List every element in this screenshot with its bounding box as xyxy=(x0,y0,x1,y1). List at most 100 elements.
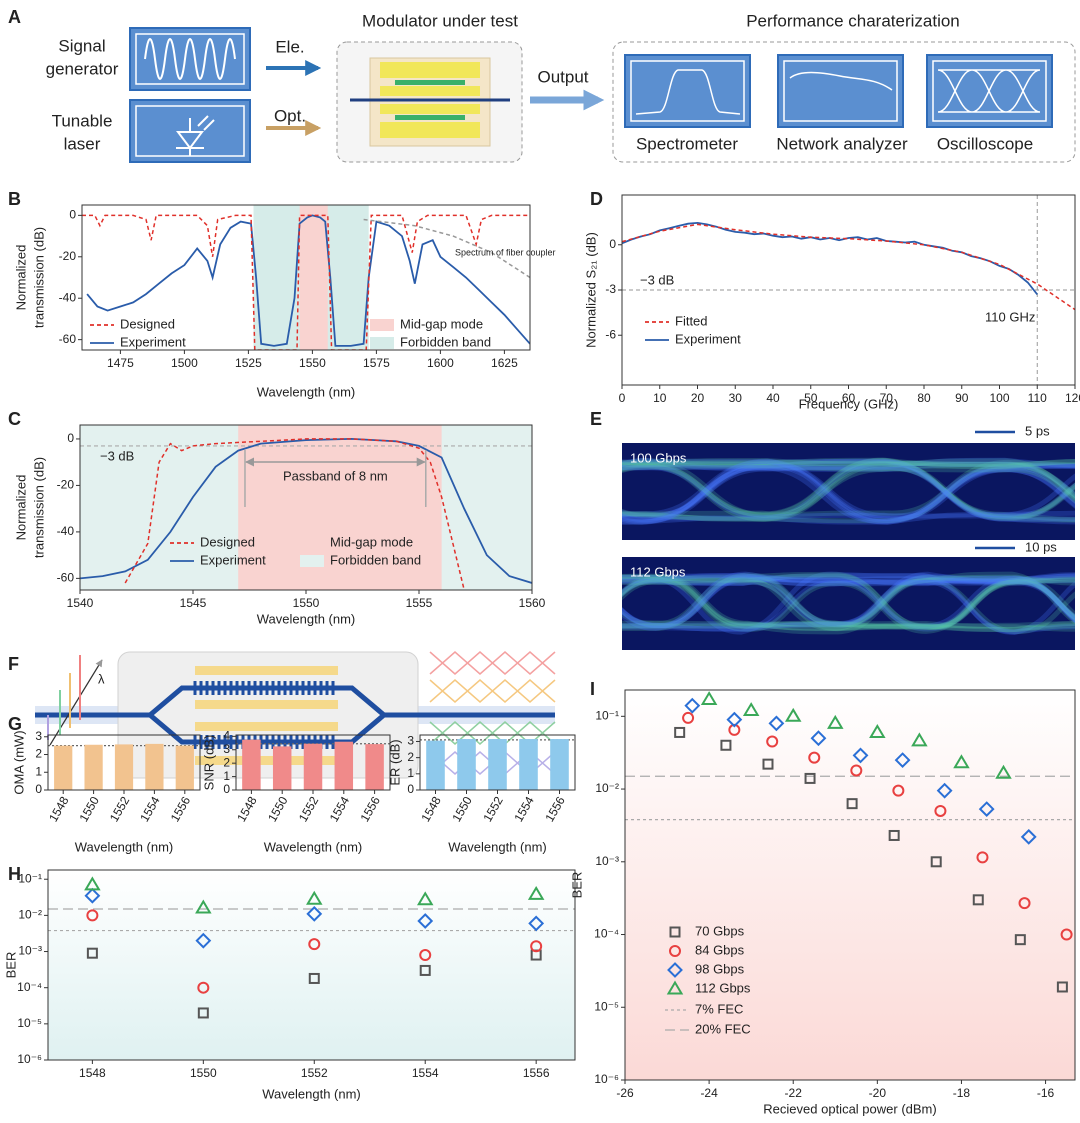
y-tick-label: 0 xyxy=(69,208,76,222)
panel-label: A xyxy=(8,7,21,27)
x-tick-label: 1556 xyxy=(542,794,568,824)
y-tick-label: 10⁻² xyxy=(595,781,619,795)
y-tick-label: 0 xyxy=(35,782,42,796)
x-tick-label: 80 xyxy=(917,391,931,405)
x-tick-label: 40 xyxy=(766,391,780,405)
x-tick-label: 1600 xyxy=(427,356,454,370)
y-tick-label: 10⁻⁵ xyxy=(594,999,619,1013)
y-tick-label: 10⁻¹ xyxy=(18,871,42,885)
bar xyxy=(457,739,476,790)
block-label: generator xyxy=(46,59,119,78)
bar xyxy=(54,745,73,790)
marker xyxy=(197,981,210,994)
x-axis-label: Wavelength (nm) xyxy=(264,839,363,854)
panel-label: C xyxy=(8,409,21,429)
laser-icon xyxy=(176,115,215,156)
eye-trace xyxy=(622,571,1075,631)
marker xyxy=(827,714,844,729)
x-tick-label: 1575 xyxy=(363,356,390,370)
marker xyxy=(684,697,701,714)
marker xyxy=(674,726,686,738)
marker xyxy=(804,772,816,784)
eye-trace xyxy=(622,458,1075,525)
marker xyxy=(972,894,984,906)
y-axis-label: SNR (dB) xyxy=(201,735,216,791)
eye-trace xyxy=(622,575,1075,632)
bar xyxy=(426,740,445,790)
x-tick-label: 1560 xyxy=(519,596,546,610)
box-inner xyxy=(630,60,745,122)
panel-label: I xyxy=(590,679,595,699)
legend-label: Designed xyxy=(120,316,175,331)
x-tick-label: -24 xyxy=(700,1086,718,1100)
y-tick-label: 1 xyxy=(223,769,230,783)
series-label: Spectrum of fiber coupler xyxy=(455,247,556,257)
x-tick-label: 1550 xyxy=(449,794,475,824)
marker xyxy=(419,964,431,976)
eye-trace xyxy=(622,571,1075,632)
line-series xyxy=(82,214,530,350)
bar xyxy=(303,743,323,790)
electrode xyxy=(195,700,338,709)
panel-label: B xyxy=(8,189,21,209)
y-axis-label: Normalized xyxy=(13,245,28,311)
marker xyxy=(934,804,947,817)
legend-label: Forbidden band xyxy=(400,334,491,349)
eye-rate-label: 100 Gbps xyxy=(630,450,687,465)
eye-trace xyxy=(622,462,1075,524)
y-tick-label: 10⁻⁵ xyxy=(17,1016,42,1030)
y-axis-label: BER xyxy=(3,952,18,979)
legend-label: 70 Gbps xyxy=(695,923,745,938)
eye-trace xyxy=(622,460,1075,499)
y-tick-label: -60 xyxy=(57,571,75,585)
band xyxy=(238,425,442,590)
legend-swatch xyxy=(370,319,394,331)
legend-label: Mid-gap mode xyxy=(400,316,483,331)
y-tick-label: 1 xyxy=(407,766,414,780)
eye-background xyxy=(622,557,1075,650)
marker xyxy=(667,962,683,978)
x-tick-label: 1540 xyxy=(67,596,94,610)
x-tick-label: -26 xyxy=(616,1086,634,1100)
marker xyxy=(869,723,886,738)
spectral-arrows xyxy=(47,655,81,740)
eye-trace xyxy=(622,573,1075,635)
eye-trace xyxy=(622,464,1075,525)
x-tick-label: 1550 xyxy=(293,596,320,610)
eye-trace xyxy=(622,572,1075,626)
bar xyxy=(175,745,194,790)
y-tick-label: 0 xyxy=(609,237,616,251)
marker xyxy=(936,782,953,799)
block-label: Signal xyxy=(58,36,105,55)
x-tick-label: 110 xyxy=(1028,391,1047,405)
plot-frame xyxy=(419,734,576,791)
marker xyxy=(197,1007,209,1019)
marker xyxy=(308,972,320,984)
x-axis-label: Wavelength (nm) xyxy=(262,1086,361,1101)
x-tick-label: 1556 xyxy=(168,794,194,824)
x-tick-label: 1550 xyxy=(76,794,102,824)
y-tick-label: -40 xyxy=(57,524,75,538)
y-tick-label: -60 xyxy=(59,332,77,346)
y-tick-label: -3 xyxy=(605,282,616,296)
marker xyxy=(669,926,681,938)
y-tick-label: -6 xyxy=(605,327,616,341)
eye-trace xyxy=(622,460,1075,519)
legend-label: 98 Gbps xyxy=(695,961,745,976)
marker xyxy=(784,707,802,722)
bar xyxy=(519,739,538,790)
eye-trace xyxy=(622,463,1075,525)
eye-trace xyxy=(622,573,1075,632)
x-tick-label: 50 xyxy=(804,391,818,405)
eye-trace xyxy=(622,620,1075,633)
marker xyxy=(84,887,101,904)
x-tick-label: 1554 xyxy=(511,794,537,824)
legend-label: 20% FEC xyxy=(695,1021,751,1036)
marker xyxy=(762,758,774,770)
chip xyxy=(350,57,510,147)
y-tick-label: 10⁻⁴ xyxy=(17,980,42,994)
marker xyxy=(930,856,942,868)
eye-traces xyxy=(622,571,1075,635)
marker xyxy=(1056,981,1068,993)
